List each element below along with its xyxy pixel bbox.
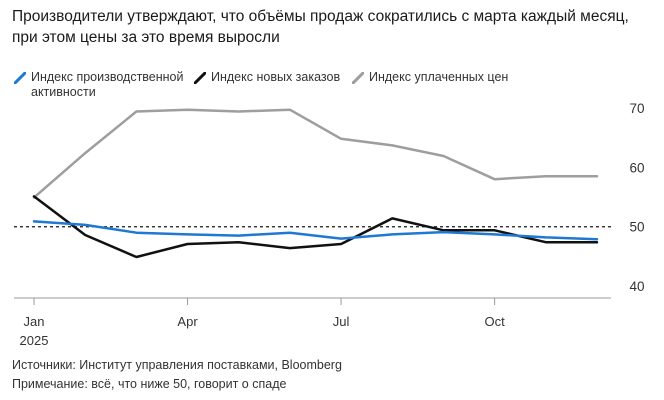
legend-marker-production-activity [14,72,26,84]
legend-label-production-activity: Индекс производственной активности [31,70,184,99]
chart-title: Производители утверждают, что объёмы про… [12,8,629,46]
source-note: Источники: Институт управления поставкам… [12,358,342,372]
x-tick-label: Oct [485,314,506,329]
x-tick-label: Jul [333,314,350,329]
series-line-new-orders [32,195,599,259]
legend-marker-prices-paid [352,72,364,84]
y-tick-label: 50 [629,220,644,235]
series-line-prices-paid [32,108,599,199]
legend-label-new-orders: Индекс новых заказов [211,70,341,84]
chart-footer: Источники: Институт управления поставкам… [12,356,342,394]
x-tick-label: Jan [24,314,45,329]
y-tick-label: 40 [629,279,644,294]
y-tick-label: 60 [629,160,644,175]
y-tick-label: 70 [629,101,644,116]
x-tick-label: Apr [177,314,198,329]
legend-label-prices-paid: Индекс уплаченных цен [369,70,509,84]
x-year-label: 2025 [20,333,49,348]
legend-marker-new-orders [194,72,206,84]
series-line-production-activity [32,220,599,241]
footnote: Примечание: всё, что ниже 50, говорит о … [12,377,287,391]
legend: Индекс производственной активности Индек… [14,70,654,104]
